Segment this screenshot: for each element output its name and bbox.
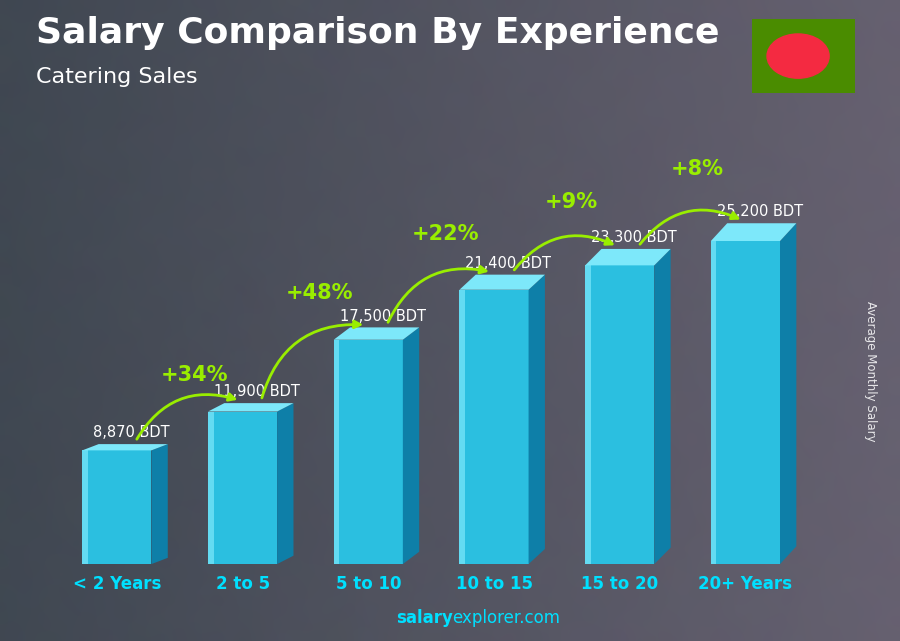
Bar [208,412,277,564]
Text: +48%: +48% [286,283,354,303]
Bar [334,340,339,564]
Polygon shape [711,223,796,241]
Text: explorer.com: explorer.com [452,609,560,627]
Text: 8,870 BDT: 8,870 BDT [93,425,169,440]
Bar [711,241,716,564]
Polygon shape [459,274,544,290]
Bar [711,241,780,564]
Text: 23,300 BDT: 23,300 BDT [591,230,677,245]
Text: 21,400 BDT: 21,400 BDT [465,256,552,271]
Text: +9%: +9% [544,192,598,212]
Polygon shape [528,274,544,564]
Text: 17,500 BDT: 17,500 BDT [339,308,426,324]
Text: Average Monthly Salary: Average Monthly Salary [865,301,878,442]
Bar [459,290,465,564]
Bar [82,451,88,564]
Text: +22%: +22% [412,224,480,244]
Text: salary: salary [396,609,453,627]
Bar [585,265,590,564]
Polygon shape [780,223,796,564]
Text: Salary Comparison By Experience: Salary Comparison By Experience [36,16,719,50]
Text: +8%: +8% [670,160,724,179]
Polygon shape [585,249,670,265]
Circle shape [767,34,829,78]
Text: +34%: +34% [160,365,228,385]
Text: 25,200 BDT: 25,200 BDT [716,204,803,219]
Polygon shape [208,403,293,412]
Polygon shape [82,444,167,451]
Bar [459,290,528,564]
Polygon shape [277,403,293,564]
Polygon shape [151,444,167,564]
Bar [334,340,403,564]
Bar [82,451,151,564]
Text: Catering Sales: Catering Sales [36,67,198,87]
Text: 11,900 BDT: 11,900 BDT [214,385,300,399]
Polygon shape [654,249,670,564]
Polygon shape [334,328,419,340]
Polygon shape [403,328,419,564]
Bar [208,412,213,564]
Bar [585,265,654,564]
